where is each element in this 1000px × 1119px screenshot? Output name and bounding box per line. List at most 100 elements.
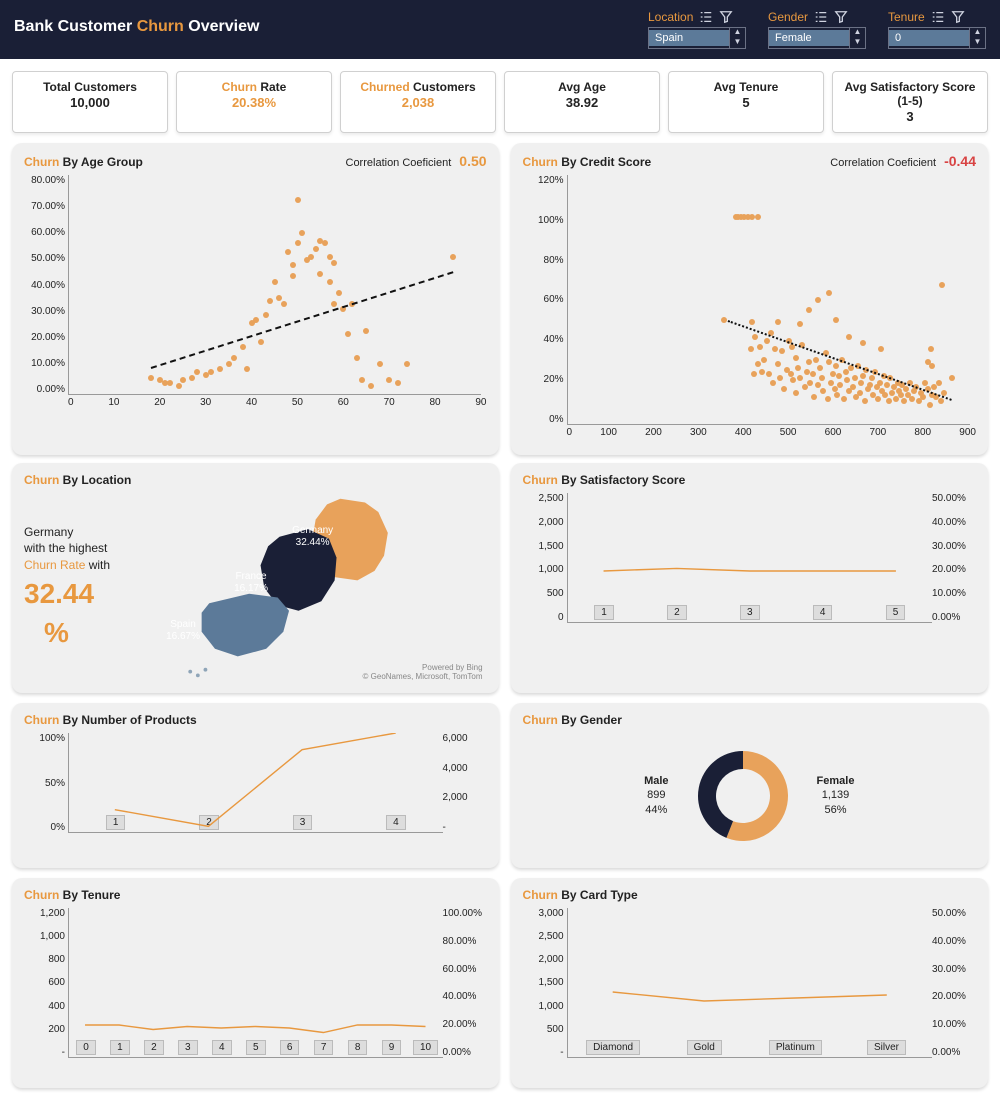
kpi-value: 5 xyxy=(675,95,817,110)
y-axis: 3,0002,5002,0001,5001,000500- xyxy=(523,908,567,1058)
filter-bar: Location Spain ▲▼ Gender Female ▲▼ Tenur… xyxy=(648,10,986,49)
kpi-label: Avg Tenure xyxy=(675,80,817,94)
funnel-icon[interactable] xyxy=(834,10,848,24)
plot-area xyxy=(567,175,970,425)
gender-male-label: Male 899 44% xyxy=(644,774,668,817)
kpi-value: 10,000 xyxy=(19,95,161,110)
bar: 7 xyxy=(307,1040,341,1057)
filter-label: Tenure xyxy=(888,10,925,24)
y-axis: 2,5002,0001,5001,0005000 xyxy=(523,493,567,623)
kpi-card: Total Customers 10,000 xyxy=(12,71,168,133)
bar: 1 xyxy=(103,1040,137,1057)
bar: Gold xyxy=(659,1040,750,1057)
bar: 4 xyxy=(349,815,442,832)
kpi-label: Churn Rate xyxy=(183,80,325,94)
map-spain xyxy=(202,594,289,657)
kpi-label: Avg Satisfactory Score (1-5) xyxy=(839,80,981,108)
bar: 0 xyxy=(69,1040,103,1057)
page-title: Bank Customer Churn Overview xyxy=(14,18,259,36)
title-pre: Bank Customer xyxy=(14,18,137,35)
chart-tenure: Churn By Tenure 1,2001,000800600400200-1… xyxy=(12,878,499,1088)
bar: 5 xyxy=(239,1040,273,1057)
filter-value: Spain xyxy=(649,30,729,46)
x-axis: 0102030405060708090 xyxy=(68,397,487,415)
spin-down-icon[interactable]: ▼ xyxy=(970,38,985,48)
bar: 2 xyxy=(137,1040,171,1057)
content: Total Customers 10,000 Churn Rate 20.38%… xyxy=(0,59,1000,1100)
kpi-label: Total Customers xyxy=(19,80,161,94)
chart-satisfactory: Churn By Satisfactory Score 2,5002,0001,… xyxy=(511,463,988,693)
kpi-row: Total Customers 10,000 Churn Rate 20.38%… xyxy=(12,71,988,133)
filter-label: Gender xyxy=(768,10,808,24)
kpi-label: Avg Age xyxy=(511,80,653,94)
bar-area: 012345678910 xyxy=(68,908,443,1058)
filter-select[interactable]: Spain ▲▼ xyxy=(648,27,746,49)
bar: 3 xyxy=(256,815,349,832)
bar: 4 xyxy=(205,1040,239,1057)
y-axis: 1,2001,000800600400200- xyxy=(24,908,68,1058)
funnel-icon[interactable] xyxy=(951,10,965,24)
chart-cardtype: Churn By Card Type 3,0002,5002,0001,5001… xyxy=(511,878,988,1088)
filter-location: Location Spain ▲▼ xyxy=(648,10,746,49)
filter-gender: Gender Female ▲▼ xyxy=(768,10,866,49)
bar: 10 xyxy=(409,1040,443,1057)
funnel-icon[interactable] xyxy=(719,10,733,24)
gender-female-label: Female 1,139 56% xyxy=(817,774,855,817)
filter-value: Female xyxy=(769,30,849,46)
filter-select[interactable]: Female ▲▼ xyxy=(768,27,866,49)
location-summary: Germany with the highest Churn Rate with… xyxy=(24,524,110,653)
kpi-value: 38.92 xyxy=(511,95,653,110)
x-axis: 0100200300400500600700800900 xyxy=(567,427,976,445)
y-axis: 120%100%80%60%40%20%0% xyxy=(523,175,567,425)
bar-area: 12345 xyxy=(567,493,932,623)
chart-gender: Churn By Gender Male 899 44% Female 1,13… xyxy=(511,703,988,868)
plot-area xyxy=(68,175,481,395)
bar: 3 xyxy=(713,605,786,622)
kpi-card: Churned Customers 2,038 xyxy=(340,71,496,133)
bar: Diamond xyxy=(568,1040,659,1057)
chart-products: Churn By Number of Products 100%50%0%6,0… xyxy=(12,703,499,868)
y2-axis: 50.00%40.00%30.00%20.00%10.00%0.00% xyxy=(932,493,976,623)
bar: 8 xyxy=(341,1040,375,1057)
filter-value: 0 xyxy=(889,30,969,46)
bar: 4 xyxy=(786,605,859,622)
bar-area: 1234 xyxy=(68,733,443,833)
spin-down-icon[interactable]: ▼ xyxy=(730,38,745,48)
bar: 6 xyxy=(273,1040,307,1057)
header: Bank Customer Churn Overview Location Sp… xyxy=(0,0,1000,59)
y-axis: 80.00%70.00%60.00%50.00%40.00%30.00%20.0… xyxy=(24,175,68,395)
y2-axis: 50.00%40.00%30.00%20.00%10.00%0.00% xyxy=(932,908,976,1058)
bar: 1 xyxy=(568,605,641,622)
kpi-value: 2,038 xyxy=(347,95,489,110)
map-attribution: Powered by Bing© GeoNames, Microsoft, To… xyxy=(363,663,483,681)
map[interactable]: Germany32.44%France16.17%Spain16.67%Powe… xyxy=(122,493,486,683)
bar: 2 xyxy=(162,815,255,832)
title-highlight: Churn xyxy=(137,18,184,35)
y2-axis: 6,0004,0002,000- xyxy=(443,733,487,833)
spin-down-icon[interactable]: ▼ xyxy=(850,38,865,48)
bar: 1 xyxy=(69,815,162,832)
chart-age: Churn By Age Group Correlation Coeficien… xyxy=(12,143,499,455)
donut: Male 899 44% Female 1,139 56% xyxy=(523,733,976,858)
chart-location: Churn By Location Germany with the highe… xyxy=(12,463,499,693)
kpi-card: Churn Rate 20.38% xyxy=(176,71,332,133)
list-icon[interactable] xyxy=(931,10,945,24)
y-axis: 100%50%0% xyxy=(24,733,68,833)
bar: Silver xyxy=(841,1040,932,1057)
filter-tenure: Tenure 0 ▲▼ xyxy=(888,10,986,49)
chart-credit: Churn By Credit Score Correlation Coefic… xyxy=(511,143,988,455)
kpi-label: Churned Customers xyxy=(347,80,489,94)
bar: 9 xyxy=(375,1040,409,1057)
filter-label: Location xyxy=(648,10,693,24)
kpi-value: 3 xyxy=(839,109,981,124)
list-icon[interactable] xyxy=(814,10,828,24)
kpi-card: Avg Satisfactory Score (1-5) 3 xyxy=(832,71,988,133)
kpi-card: Avg Age 38.92 xyxy=(504,71,660,133)
list-icon[interactable] xyxy=(699,10,713,24)
kpi-card: Avg Tenure 5 xyxy=(668,71,824,133)
bar: 2 xyxy=(640,605,713,622)
title-post: Overview xyxy=(184,18,260,35)
y2-axis: 100.00%80.00%60.00%40.00%20.00%0.00% xyxy=(443,908,487,1058)
bar-area: DiamondGoldPlatinumSilver xyxy=(567,908,932,1058)
filter-select[interactable]: 0 ▲▼ xyxy=(888,27,986,49)
